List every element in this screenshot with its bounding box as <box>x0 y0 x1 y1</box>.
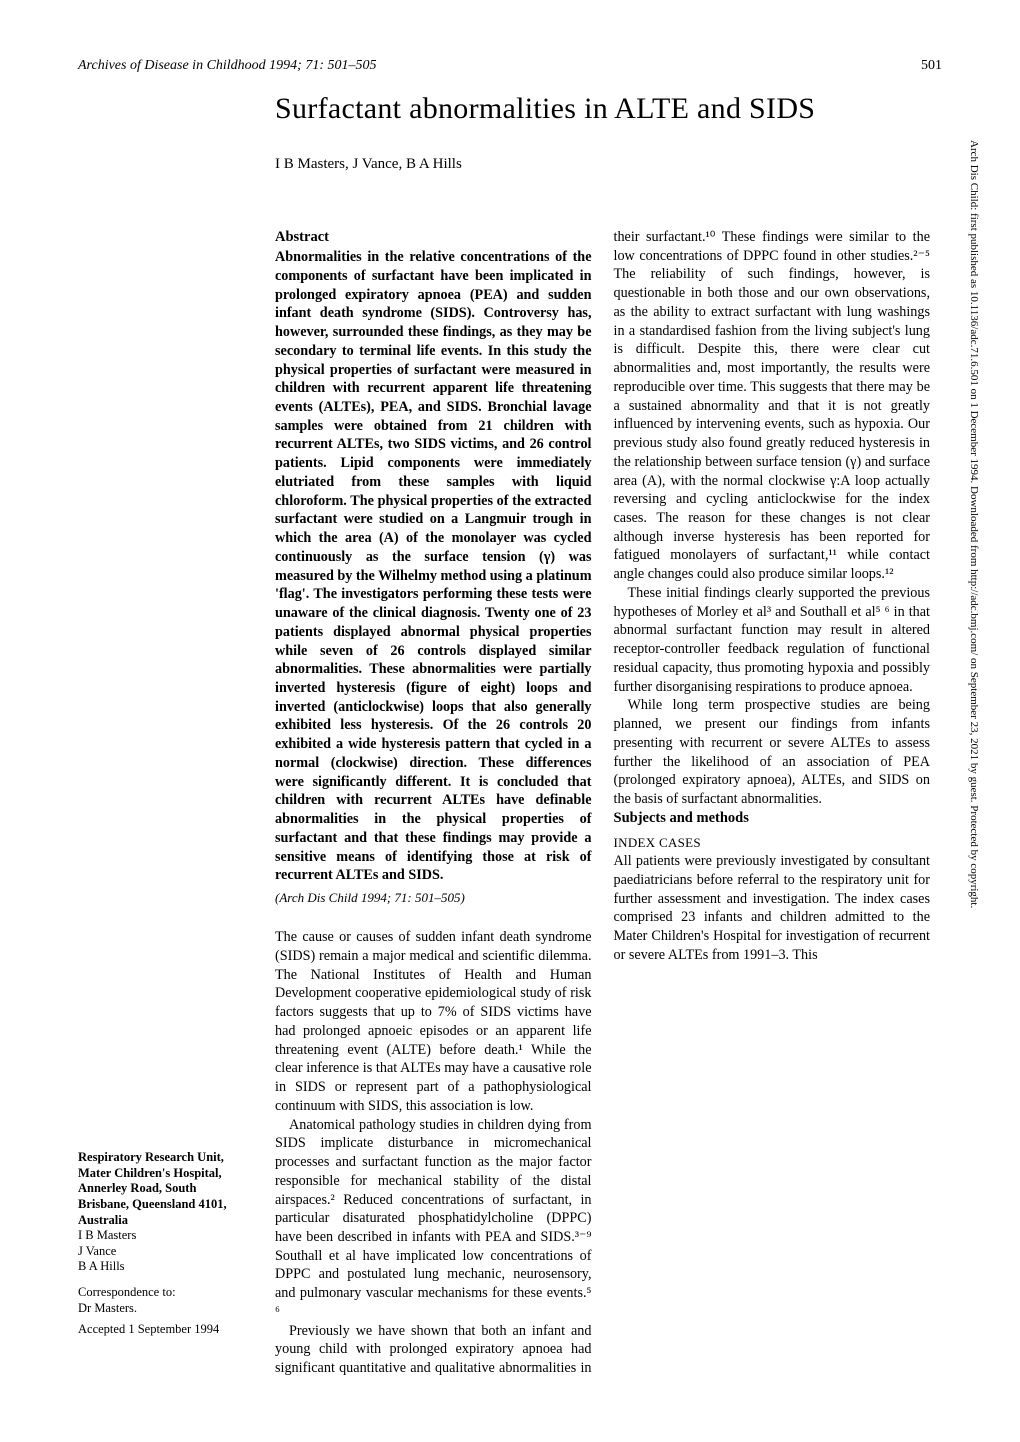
affiliation-block: Respiratory Research Unit, Mater Childre… <box>78 1150 248 1338</box>
correspondence-label: Correspondence to: <box>78 1285 176 1299</box>
page-number: 501 <box>921 58 942 74</box>
correspondence-to: Dr Masters. <box>78 1301 137 1315</box>
article-title: Surfactant abnormalities in ALTE and SID… <box>275 92 930 126</box>
affiliation-author-3: B A Hills <box>78 1259 248 1275</box>
abstract-heading: Abstract <box>275 228 592 247</box>
methods-paragraph-1: All patients were previously investigate… <box>614 852 931 964</box>
intro-paragraph-5: While long term prospective studies are … <box>614 696 931 808</box>
copyright-side-note: Arch Dis Child: first published as 10.11… <box>962 140 980 1360</box>
body-columns: Abstract Abnormalities in the relative c… <box>275 228 930 1382</box>
affiliation-institution: Respiratory Research Unit, Mater Childre… <box>78 1150 248 1228</box>
author-list: I B Masters, J Vance, B A Hills <box>275 156 930 173</box>
methods-subheading-index-cases: INDEX CASES <box>614 834 931 851</box>
intro-paragraph-1: The cause or causes of sudden infant dea… <box>275 928 592 1115</box>
abstract-body: Abnormalities in the relative concentrat… <box>275 248 592 885</box>
affiliation-author-1: I B Masters <box>78 1228 248 1244</box>
journal-reference: Archives of Disease in Childhood 1994; 7… <box>78 58 377 74</box>
intro-paragraph-2: Anatomical pathology studies in children… <box>275 1116 592 1322</box>
accepted-date: Accepted 1 September 1994 <box>78 1322 248 1338</box>
running-header: Archives of Disease in Childhood 1994; 7… <box>78 58 942 74</box>
methods-heading: Subjects and methods <box>614 809 931 828</box>
abstract-citation: (Arch Dis Child 1994; 71: 501–505) <box>275 889 592 906</box>
affiliation-author-2: J Vance <box>78 1244 248 1260</box>
intro-paragraph-4: These initial findings clearly supported… <box>614 584 931 696</box>
